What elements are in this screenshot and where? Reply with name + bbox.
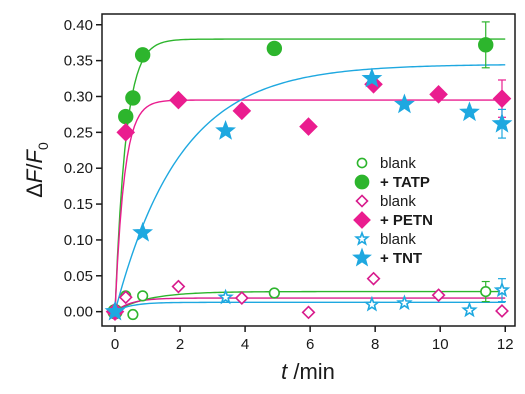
- data-point: [361, 67, 383, 88]
- y-tick-label: 0.35: [64, 53, 93, 70]
- data-point: [169, 90, 188, 110]
- data-point: [396, 294, 413, 311]
- x-tick-label: 4: [241, 336, 249, 353]
- data-point: [301, 305, 316, 320]
- data-point: [491, 112, 513, 133]
- x-tick-label: 12: [497, 336, 514, 353]
- data-point: [495, 304, 509, 318]
- y-tick-label: 0.00: [64, 304, 93, 321]
- data-point: [134, 47, 151, 63]
- legend: blank + TATP blank + PETN blank + TNT: [352, 155, 433, 267]
- y-tick-label: 0.20: [64, 160, 93, 177]
- data-point: [459, 101, 480, 122]
- legend-marker: [356, 157, 368, 169]
- legend-label: blank: [380, 231, 416, 248]
- fit-curve: [114, 38, 506, 312]
- data-point: [431, 288, 446, 303]
- legend-marker: [354, 174, 370, 190]
- legend-marker: [354, 230, 370, 246]
- x-axis-label: t /min: [281, 359, 335, 384]
- y-tick-label: 0.05: [64, 268, 93, 285]
- data-point: [493, 281, 511, 298]
- data-point: [104, 300, 126, 321]
- legend-marker: [352, 247, 372, 267]
- x-tick-label: 0: [111, 336, 119, 353]
- legend-label: + TNT: [380, 250, 422, 267]
- data-point: [232, 101, 252, 121]
- x-axis-ticks: 0 2 4 6 8 10 12: [111, 326, 514, 353]
- legend-label: blank: [380, 193, 416, 210]
- legend-marker: [355, 194, 369, 208]
- y-tick-label: 0.25: [64, 124, 93, 141]
- plot-frame: [101, 13, 516, 327]
- fit-curve: [114, 64, 506, 312]
- fit-curve: [114, 301, 506, 313]
- x-tick-label: 8: [371, 336, 379, 353]
- x-tick-label: 10: [432, 336, 449, 353]
- legend-label: blank: [380, 155, 416, 172]
- data-point: [217, 288, 234, 305]
- y-axis-label: ΔF/F0: [22, 142, 51, 198]
- data-point: [266, 40, 283, 57]
- data-point: [366, 271, 381, 286]
- data-point: [132, 221, 154, 242]
- y-tick-label: 0.10: [64, 232, 93, 249]
- data-point: [478, 37, 494, 53]
- data-point: [116, 123, 136, 142]
- data-points: [104, 37, 513, 321]
- legend-marker: [353, 211, 371, 229]
- data-point: [480, 285, 492, 298]
- data-point: [299, 117, 318, 136]
- data-point: [363, 295, 381, 312]
- fit-curves: [114, 38, 506, 313]
- error-bars: [481, 21, 506, 303]
- data-point: [394, 93, 415, 114]
- data-point: [127, 308, 139, 321]
- data-point: [429, 85, 448, 104]
- y-tick-label: 0.30: [64, 88, 93, 105]
- y-tick-label: 0.40: [64, 17, 93, 34]
- x-tick-label: 2: [176, 336, 184, 353]
- data-point: [118, 290, 133, 305]
- data-point: [215, 119, 236, 140]
- data-point: [118, 108, 134, 125]
- legend-label: + PETN: [380, 212, 433, 229]
- data-point: [492, 89, 512, 108]
- y-tick-label: 0.15: [64, 196, 93, 213]
- data-point: [137, 290, 149, 302]
- data-point: [125, 90, 141, 106]
- y-axis-ticks: 0.00 0.05 0.10 0.15 0.20 0.25 0.30 0.35 0.40: [64, 17, 102, 321]
- data-point: [234, 291, 249, 305]
- data-point: [461, 301, 478, 318]
- legend-label: + TATP: [380, 174, 430, 191]
- data-point: [171, 279, 186, 294]
- x-tick-label: 6: [306, 336, 314, 353]
- data-point: [268, 287, 280, 299]
